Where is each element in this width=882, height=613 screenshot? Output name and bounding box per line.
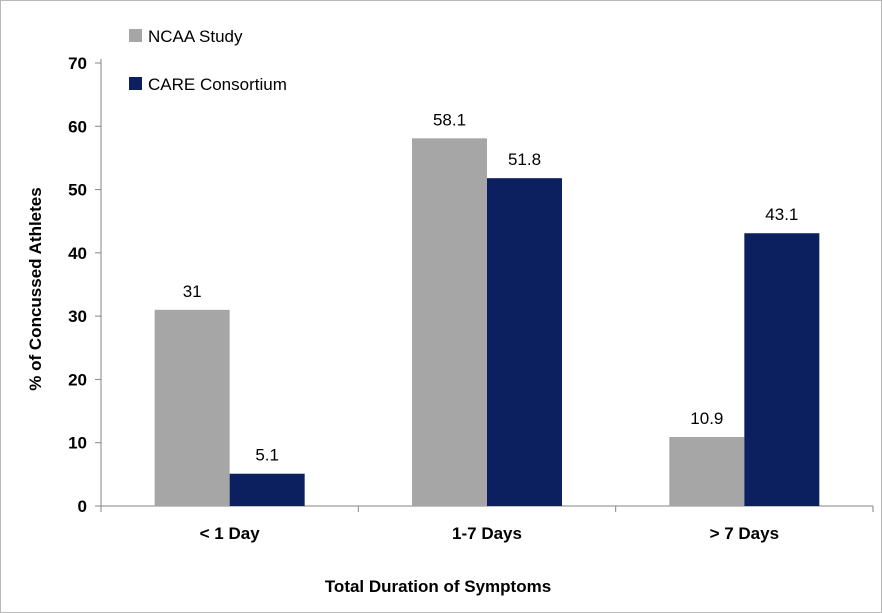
x-axis: < 1 Day 1-7 Days > 7 Days	[100, 505, 874, 543]
data-label: 43.1	[765, 205, 798, 224]
bar	[744, 233, 820, 506]
y-tick-label: 40	[68, 244, 87, 263]
y-tick-label: 20	[68, 370, 87, 389]
bar	[229, 473, 305, 506]
x-tick-label: 1-7 Days	[452, 524, 522, 543]
legend-swatch	[129, 77, 142, 90]
data-label: 58.1	[433, 110, 466, 129]
y-tick-label: 0	[78, 497, 87, 516]
data-labels: 31 5.1 58.1 51.8 10.9 43.1	[183, 110, 799, 464]
bar	[669, 437, 745, 506]
y-tick-label: 30	[68, 307, 87, 326]
data-label: 51.8	[508, 150, 541, 169]
bars	[154, 138, 820, 506]
legend-swatch	[129, 29, 142, 42]
y-tick-label: 50	[68, 181, 87, 200]
x-axis-title: Total Duration of Symptoms	[325, 577, 551, 596]
bar	[154, 309, 230, 506]
y-tick-label: 60	[68, 117, 87, 136]
y-tick-label: 10	[68, 434, 87, 453]
x-tick-label: > 7 Days	[710, 524, 779, 543]
y-axis: 0 10 20 30 40 50 60 70	[68, 54, 102, 516]
data-label: 5.1	[255, 446, 279, 465]
y-tick-label: 70	[68, 54, 87, 73]
x-tick-label: < 1 Day	[200, 524, 261, 543]
legend-label: CARE Consortium	[148, 75, 287, 94]
data-label: 10.9	[690, 409, 723, 428]
data-label: 31	[183, 282, 202, 301]
legend: NCAA Study CARE Consortium	[129, 27, 287, 94]
bar	[487, 178, 562, 506]
legend-label: NCAA Study	[148, 27, 243, 46]
y-axis-title: % of Concussed Athletes	[26, 187, 45, 390]
bar	[412, 138, 487, 506]
